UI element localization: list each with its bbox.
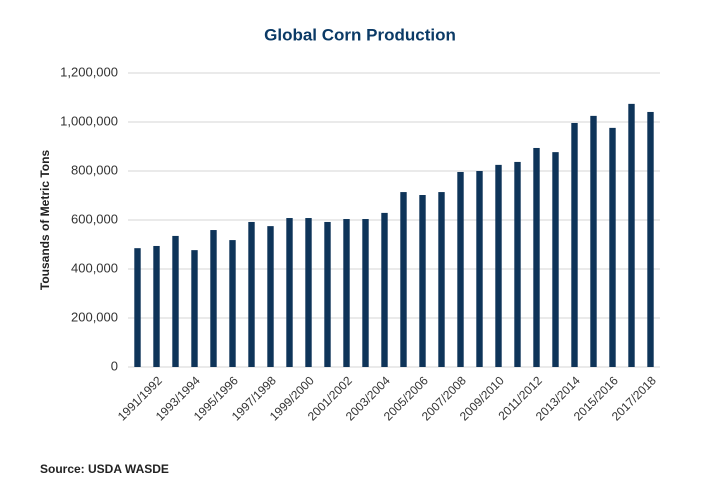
- bar: [514, 161, 521, 367]
- source-note: Source: USDA WASDE: [40, 462, 169, 476]
- bar: [628, 103, 635, 368]
- bar: [419, 195, 426, 367]
- bar: [457, 171, 464, 367]
- bar: [210, 230, 217, 367]
- bar: [267, 226, 274, 367]
- y-tick-label: 400,000: [71, 260, 118, 275]
- y-tick-label: 1,200,000: [60, 64, 118, 79]
- y-tick-label: 0: [111, 358, 118, 373]
- bar: [571, 122, 578, 367]
- bar: [533, 147, 540, 367]
- y-tick-label: 800,000: [71, 162, 118, 177]
- y-tick-label: 200,000: [71, 309, 118, 324]
- bar: [191, 250, 198, 367]
- bar: [229, 240, 236, 367]
- bar: [343, 219, 350, 367]
- bar: [248, 221, 255, 367]
- bar: [324, 221, 331, 367]
- bar: [134, 248, 141, 367]
- bar: [381, 212, 388, 367]
- bar: [609, 127, 616, 367]
- bar: [362, 219, 369, 367]
- y-tick-label: 600,000: [71, 211, 118, 226]
- y-tick-label: 1,000,000: [60, 113, 118, 128]
- bar: [590, 115, 597, 367]
- bar: [438, 192, 445, 367]
- chart-title: Global Corn Production: [264, 25, 456, 44]
- bar: [172, 235, 179, 367]
- bar: [552, 152, 559, 367]
- bar: [400, 192, 407, 367]
- bar: [305, 218, 312, 367]
- bar: [647, 111, 654, 367]
- bar: [495, 164, 502, 367]
- bar: [286, 218, 293, 367]
- bar: [153, 245, 160, 367]
- y-axis-label: Tousands of Metric Tons: [38, 150, 52, 291]
- bar: [476, 171, 483, 367]
